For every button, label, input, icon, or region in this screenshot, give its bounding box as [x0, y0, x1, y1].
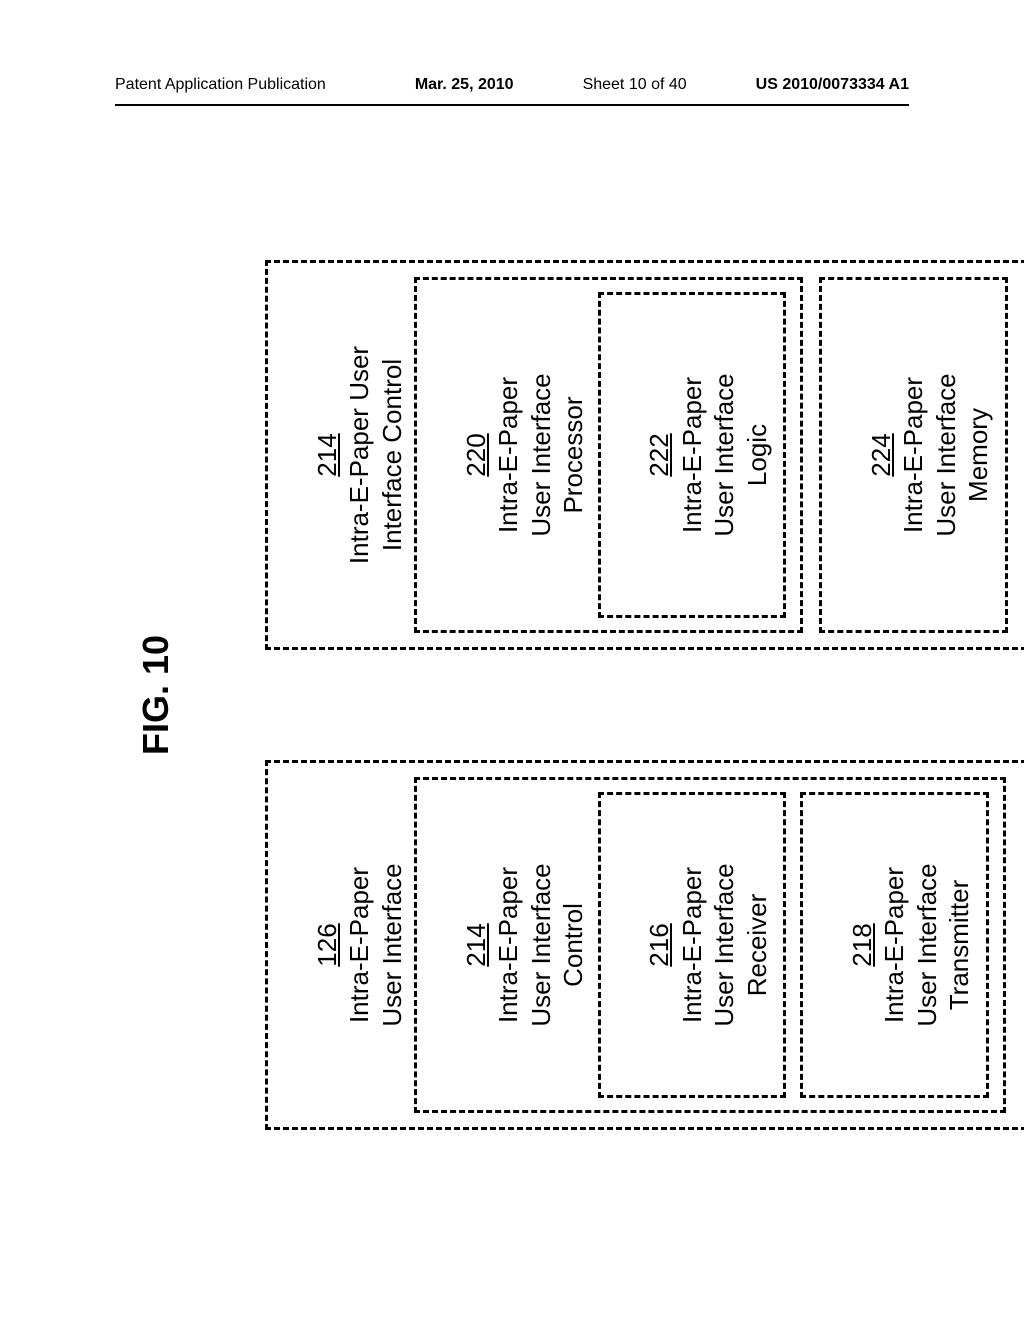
ref-222: 222: [644, 433, 674, 476]
sheet-label: Sheet 10 of 40: [583, 76, 687, 94]
box-214-left: 214 Intra-E-Paper User Interface Control…: [414, 777, 1006, 1113]
box-214-left-title: 214 Intra-E-Paper User Interface Control: [417, 780, 598, 1110]
page-header: Patent Application Publication Mar. 25, …: [0, 76, 1024, 94]
box-214-right-title: 214 Intra-E-Paper User Interface Control: [268, 263, 414, 647]
ref-214-left: 214: [461, 923, 491, 966]
label-218: Intra-E-Paper User Interface Transmitter: [879, 863, 974, 1026]
figure-rotated-frame: FIG. 10 126 Intra-E-Paper User Interface…: [125, 160, 905, 1230]
box-214-left-children: 216 Intra-E-Paper User Interface Receive…: [598, 780, 1003, 1110]
box-220: 220 Intra-E-Paper User Interface Process…: [414, 277, 803, 633]
box-220-title: 220 Intra-E-Paper User Interface Process…: [417, 280, 598, 630]
box-216: 216 Intra-E-Paper User Interface Receive…: [598, 792, 787, 1098]
ref-220: 220: [461, 433, 491, 476]
box-126-title: 126 Intra-E-Paper User Interface: [268, 763, 414, 1127]
publication-date: Mar. 25, 2010: [395, 76, 514, 94]
ref-216: 216: [644, 923, 674, 966]
label-216: Intra-E-Paper User Interface Receiver: [677, 863, 772, 1026]
label-214-right: Intra-E-Paper User Interface Control: [344, 346, 407, 564]
box-126-children: 214 Intra-E-Paper User Interface Control…: [414, 763, 1022, 1127]
label-126: Intra-E-Paper User Interface: [344, 863, 407, 1026]
box-214-right: 214 Intra-E-Paper User Interface Control…: [265, 260, 1024, 650]
figure-label: FIG. 10: [135, 635, 177, 755]
diagram-row: 126 Intra-E-Paper User Interface 214 Int…: [265, 160, 1024, 1230]
header-rule: [115, 104, 909, 106]
label-224: Intra-E-Paper User Interface Memory: [898, 373, 993, 536]
box-224: 224 Intra-E-Paper User Interface Memory: [819, 277, 1008, 633]
publication-label: Patent Application Publication: [115, 76, 326, 94]
box-218: 218 Intra-E-Paper User Interface Transmi…: [800, 792, 989, 1098]
figure-area: FIG. 10 126 Intra-E-Paper User Interface…: [125, 160, 905, 1230]
ref-218: 218: [847, 923, 877, 966]
document-number: US 2010/0073334 A1: [756, 76, 909, 94]
label-220: Intra-E-Paper User Interface Processor: [493, 373, 588, 536]
ref-224: 224: [866, 433, 896, 476]
box-220-children: 222 Intra-E-Paper User Interface Logic: [598, 280, 801, 630]
label-214-left: Intra-E-Paper User Interface Control: [493, 863, 588, 1026]
box-222: 222 Intra-E-Paper User Interface Logic: [598, 292, 787, 618]
label-222: Intra-E-Paper User Interface Logic: [677, 373, 772, 536]
ref-126: 126: [312, 923, 342, 966]
box-214-right-children: 220 Intra-E-Paper User Interface Process…: [414, 263, 1024, 647]
ref-214-right: 214: [312, 433, 342, 476]
box-126: 126 Intra-E-Paper User Interface 214 Int…: [265, 760, 1024, 1130]
